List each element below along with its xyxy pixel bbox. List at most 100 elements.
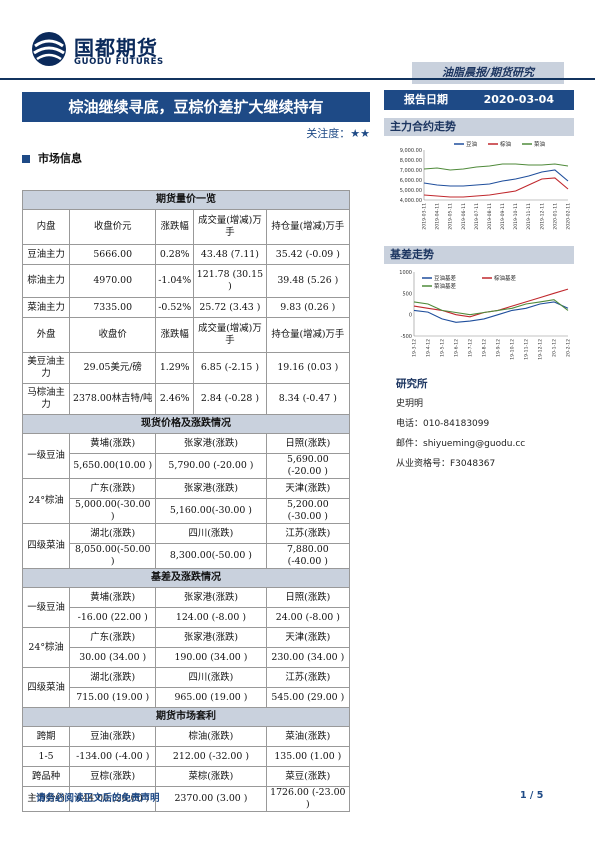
table-cell: 35.42 (-0.09 ) <box>265 244 351 265</box>
table-cell: 5,690.00 (-20.00 ) <box>265 453 351 479</box>
x-tick-label: 19-7-12 <box>468 339 474 357</box>
table-cell: 29.05美元/磅 <box>69 352 157 384</box>
series-line <box>413 301 569 323</box>
report-date-label: 报告日期 <box>404 93 448 106</box>
col-header: 张家港(涨跌) <box>155 587 267 608</box>
col-header: 张家港(涨跌) <box>155 433 267 454</box>
col-header: 四川(涨跌) <box>155 523 267 544</box>
researcher-phone: 电话：010-84183099 <box>396 419 490 429</box>
y-tick-label: -500 <box>401 334 412 340</box>
x-tick-label: 2020-01-11 <box>552 203 558 230</box>
table-cell: 43.48 (7.11) <box>193 244 267 265</box>
table-cell: -16.00 (22.00 ) <box>69 607 157 628</box>
attention-rating: 关注度：★★ <box>270 125 370 141</box>
table-row: 5,000.00(-30.00 ) 5,160.00(-30.00 ) 5,20… <box>23 498 351 524</box>
table-cell: 8,050.00(-50.00 ) <box>69 543 157 569</box>
col-header: 跨品种 <box>21 766 71 787</box>
table-cell: -0.52% <box>155 297 195 318</box>
logo-text-cn: 国都期货 <box>74 36 158 60</box>
y-tick-label: 9,000.00 <box>400 148 422 154</box>
table-cell: 2370.00 (3.00 ) <box>155 786 267 812</box>
disclaimer-note: 请务必阅读正文后的免责声明 <box>36 793 160 804</box>
x-tick-label: 19-4-12 <box>426 339 432 357</box>
table-cell: 1726.00 (-23.00 ) <box>265 786 351 812</box>
table-cell: 2378.00林吉特/吨 <box>69 383 157 415</box>
col-header: 广东(涨跌) <box>69 478 157 499</box>
research-title: 研究所 <box>396 378 428 390</box>
col-header: 张家港(涨跌) <box>155 627 267 648</box>
col-header: 菜豆(涨跌) <box>265 766 351 787</box>
col-header: 持仓量(增减)万手 <box>265 317 351 353</box>
row-label: 一级豆油 <box>21 587 71 628</box>
row-label: 一级豆油 <box>21 433 71 479</box>
col-header: 菜油(涨跌) <box>265 726 351 747</box>
col-header: 持仓量(增减)万手 <box>265 209 351 245</box>
table-cell: 1-5 <box>21 746 71 767</box>
col-header: 天津(涨跌) <box>265 478 351 499</box>
table-row: -16.00 (22.00 ) 124.00 (-8.00 ) 24.00 (-… <box>23 607 351 628</box>
x-tick-label: 19-12-12 <box>538 339 544 360</box>
x-tick-label: 2019-10-11 <box>513 203 519 230</box>
x-tick-label: 2019-06-11 <box>461 203 467 230</box>
x-tick-label: 20-1-12 <box>552 339 558 357</box>
table-row: 30.00 (34.00 ) 190.00 (34.00 ) 230.00 (3… <box>23 647 351 668</box>
square-bullet-icon <box>22 155 30 163</box>
table-cell: 8,300.00(-50.00 ) <box>155 543 267 569</box>
x-tick-label: 19-10-12 <box>510 339 516 360</box>
table-cell: 美豆油主力 <box>21 352 71 384</box>
table-row: 豆油主力 5666.00 0.28% 43.48 (7.11) 35.42 (-… <box>21 244 351 265</box>
x-tick-label: 20-2-12 <box>566 339 572 357</box>
table-cell: 230.00 (34.00 ) <box>265 647 351 668</box>
chart1-title: 主力合约走势 <box>384 118 574 136</box>
table-cell: -1.04% <box>155 264 195 298</box>
table-cell: 5666.00 <box>69 244 157 265</box>
x-tick-label: 19-11-12 <box>524 339 530 360</box>
market-table: 期货量价一览 内盘 收盘价元 涨跌幅 成交量(增减)万手 持仓量(增减)万手 豆… <box>21 190 351 812</box>
report-date-value: 2020-03-04 <box>483 93 554 106</box>
table-row: 主力合约 644.00 (26.00 ) 2370.00 (3.00 ) 172… <box>21 786 351 812</box>
row-label: 24°棕油 <box>21 627 71 668</box>
legend-label: 豆油 <box>466 140 478 148</box>
spot-table-title: 现货价格及涨跌情况 <box>22 414 350 434</box>
attention-stars: ★★ <box>350 127 370 140</box>
col-header: 江苏(涨跌) <box>265 667 351 688</box>
report-date-bar: 报告日期 2020-03-04 <box>384 90 574 110</box>
legend-label: 棕油 <box>500 140 512 148</box>
x-tick-label: 2019-04-11 <box>435 203 441 230</box>
x-tick-label: 19-6-12 <box>454 339 460 357</box>
x-tick-label: 2019-09-11 <box>500 203 506 230</box>
row-label: 24°棕油 <box>21 478 71 524</box>
col-header: 成交量(增减)万手 <box>193 317 267 353</box>
col-header: 日照(涨跌) <box>265 587 351 608</box>
table-cell: 棕油主力 <box>21 264 71 298</box>
table-cell: 主力合约 <box>21 786 71 812</box>
legend-label: 菜油基差 <box>434 282 457 290</box>
legend-label: 菜油 <box>534 140 546 148</box>
row-label: 四级菜油 <box>21 667 71 708</box>
y-tick-label: 6,000.00 <box>400 178 422 184</box>
table-row: 美豆油主力 29.05美元/磅 1.29% 6.85 (-2.15 ) 19.1… <box>21 352 351 384</box>
table-cell: 124.00 (-8.00 ) <box>155 607 267 628</box>
table-cell: 5,200.00 (-30.00 ) <box>265 498 351 524</box>
table-cell: 4970.00 <box>69 264 157 298</box>
futures-table-title: 期货量价一览 <box>22 190 350 210</box>
x-tick-label: 2020-02-11 <box>566 203 572 230</box>
globe-logo-icon <box>32 32 66 66</box>
x-tick-label: 19-9-12 <box>496 339 502 357</box>
table-cell: 212.00 (-32.00 ) <box>155 746 267 767</box>
table-row: 715.00 (19.00 ) 965.00 (19.00 ) 545.00 (… <box>23 687 351 708</box>
y-tick-label: 1000 <box>399 270 412 276</box>
y-tick-label: 8,000.00 <box>400 158 422 164</box>
x-tick-label: 2019-08-11 <box>487 203 493 230</box>
table-cell: 715.00 (19.00 ) <box>69 687 157 708</box>
table-cell: 965.00 (19.00 ) <box>155 687 267 708</box>
table-row: 1-5 -134.00 (-4.00 ) 212.00 (-32.00 ) 13… <box>21 746 351 767</box>
col-header: 黄埔(涨跌) <box>69 587 157 608</box>
table-cell: 5,000.00(-30.00 ) <box>69 498 157 524</box>
series-line <box>423 169 569 187</box>
table-cell: -134.00 (-4.00 ) <box>69 746 157 767</box>
table-row: 棕油主力 4970.00 -1.04% 121.78 (30.15 ) 39.4… <box>21 264 351 298</box>
table-row: 马棕油主力 2378.00林吉特/吨 2.46% 2.84 (-0.28 ) 8… <box>21 383 351 415</box>
table-cell: 7335.00 <box>69 297 157 318</box>
report-title: 棕油继续寻底，豆棕价差扩大继续持有 <box>22 92 370 122</box>
